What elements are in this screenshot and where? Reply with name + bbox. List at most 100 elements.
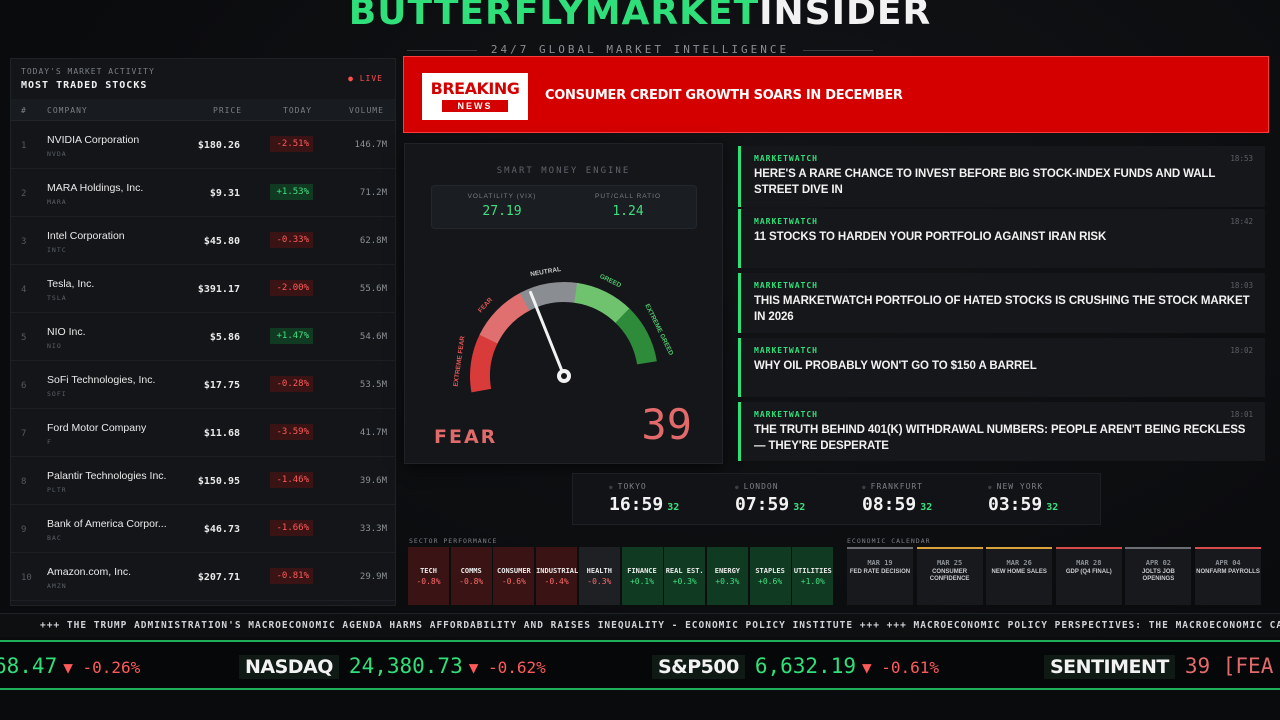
news-time: 18:53 xyxy=(1230,154,1253,163)
news-source: MARKETWATCH xyxy=(754,281,818,290)
table-row[interactable]: 9 Bank of America Corpor... BAC $46.73 -1.66… xyxy=(11,505,395,553)
volume-cell: 53.5M xyxy=(359,380,387,390)
volume-cell: 41.7M xyxy=(359,428,387,438)
price-cell: $46.73 xyxy=(203,524,240,535)
ticker-item-partial: 68.47 ▼ -0.26% xyxy=(0,654,140,678)
calendar-event[interactable]: APR 02 JOLTS JOB OPENINGS xyxy=(1125,547,1192,605)
news-ticker-text: +++ THE TRUMP ADMINISTRATION'S MACROECON… xyxy=(40,620,1280,631)
change-cell: -0.33% xyxy=(270,232,313,248)
table-row[interactable]: 4 Tesla, Inc. TSLA $391.17 -2.00% 55.6M xyxy=(11,265,395,313)
ticker-value: 68.47 xyxy=(0,654,58,678)
logo-breaking: BREAKING xyxy=(430,79,520,98)
table-row[interactable]: 7 Ford Motor Company F $11.68 -3.59% 41.7M xyxy=(11,409,395,457)
sector-tile[interactable]: REAL EST. +0.3% xyxy=(664,547,706,605)
news-item[interactable]: MARKETWATCH 18:53 HERE'S A RARE CHANCE TO … xyxy=(738,146,1265,207)
calendar-event[interactable]: APR 04 NONFARM PAYROLLS xyxy=(1195,547,1261,605)
price-cell: $180.26 xyxy=(197,140,240,151)
news-item[interactable]: MARKETWATCH 18:02 WHY OIL PROBABLY WON'T G… xyxy=(738,338,1265,397)
clock-hhmm: 07:59 xyxy=(735,494,790,515)
sector-change: -0.8% xyxy=(459,577,484,586)
ticker-symbol: AMZN xyxy=(47,582,67,590)
news-headline: HERE'S A RARE CHANCE TO INVEST BEFORE BI… xyxy=(754,168,1216,196)
table-row[interactable]: 10 Amazon.com, Inc. AMZN $207.71 -0.81% 29.9M xyxy=(11,553,395,601)
col-today: TODAY xyxy=(283,106,313,115)
gauge-needle xyxy=(529,290,566,378)
news-item[interactable]: MARKETWATCH 18:01 THE TRUTH BEHIND 401(K) … xyxy=(738,402,1265,461)
rank-cell: 8 xyxy=(21,477,27,487)
change-cell: -0.81% xyxy=(270,568,313,584)
sector-name: FINANCE xyxy=(627,567,657,575)
sector-tile[interactable]: INDUSTRIAL -0.4% xyxy=(536,547,578,605)
clock-hhmm: 16:59 xyxy=(609,494,664,515)
event-date: MAR 26 xyxy=(1006,559,1032,567)
rank-cell: 5 xyxy=(21,333,27,343)
sector-change: +0.1% xyxy=(629,577,655,586)
sector-tile[interactable]: TECH -0.8% xyxy=(408,547,449,605)
price-cell: $45.80 xyxy=(203,236,240,247)
clock-time: 08:59 32 xyxy=(862,494,932,515)
sector-name: TECH xyxy=(420,567,437,575)
event-name: GDP (Q4 FINAL) xyxy=(1065,569,1112,575)
table-row[interactable]: 3 Intel Corporation INTC $45.80 -0.33% 62.8M xyxy=(11,217,395,265)
clock-seconds: 32 xyxy=(667,502,680,513)
rank-cell: 4 xyxy=(21,285,27,295)
table-row[interactable]: 2 MARA Holdings, Inc. MARA $9.31 +1.53% 71.2M xyxy=(11,169,395,217)
panel-header: TODAY'S MARKET ACTIVITY MOST TRADED STOC… xyxy=(11,59,395,99)
table-row[interactable]: 6 SoFi Technologies, Inc. SOFI $17.75 -0.28%… xyxy=(11,361,395,409)
sector-tile[interactable]: ENERGY +0.3% xyxy=(706,547,748,605)
news-headline: THE TRUTH BEHIND 401(K) WITHDRAWAL NUMBE… xyxy=(754,424,1246,452)
sector-tile[interactable]: FINANCE +0.1% xyxy=(621,547,663,605)
event-date: MAR 25 xyxy=(936,559,963,567)
sector-name: REAL EST. xyxy=(665,567,704,575)
clock-time: 03:59 32 xyxy=(988,494,1058,515)
clock-city: TOKYO xyxy=(609,482,679,491)
col-company: COMPANY xyxy=(47,106,88,115)
rank-cell: 2 xyxy=(21,189,27,199)
gauge-zone-label: GREED xyxy=(598,273,622,290)
calendar-event[interactable]: MAR 28 GDP (Q4 FINAL) xyxy=(1055,547,1122,605)
ticker-symbol: TSLA xyxy=(47,294,67,302)
news-item[interactable]: MARKETWATCH 18:42 11 STOCKS TO HARDEN YOUR… xyxy=(738,209,1265,268)
calendar-event[interactable]: MAR 26 NEW HOME SALES xyxy=(986,547,1053,605)
company-name: Tesla, Inc. xyxy=(47,278,95,290)
calendar-event[interactable]: MAR 19 FED RATE DECISION xyxy=(847,547,913,605)
sector-name: HEALTH xyxy=(586,567,612,575)
breaking-news-banner[interactable]: BREAKING NEWS CONSUMER CREDIT GROWTH SOA… xyxy=(403,56,1269,133)
company-name: MARA Holdings, Inc. xyxy=(47,182,144,194)
sector-tile[interactable]: UTILITIES +1.0% xyxy=(792,547,834,605)
ticker-symbol: INTC xyxy=(47,246,67,254)
change-cell: -0.28% xyxy=(270,376,313,392)
news-headline: 11 STOCKS TO HARDEN YOUR PORTFOLIO AGAIN… xyxy=(754,231,1107,243)
sector-tile[interactable]: STAPLES +0.6% xyxy=(749,547,791,605)
live-badge: ● LIVE xyxy=(348,74,383,83)
change-cell: -3.59% xyxy=(270,424,313,440)
volume-cell: 55.6M xyxy=(359,284,387,294)
sector-tile[interactable]: CONSUMER -0.6% xyxy=(493,547,535,605)
table-row[interactable]: 5 NIO Inc. NIO $5.86 +1.47% 54.6M xyxy=(11,313,395,361)
volume-cell: 62.8M xyxy=(359,236,387,246)
table-row[interactable]: 1 NVIDIA Corporation NVDA $180.26 -2.51% 146.… xyxy=(11,121,395,169)
gauge-extreme-greed-arc xyxy=(615,308,657,365)
col-price: PRICE xyxy=(213,106,243,115)
sector-tile[interactable]: HEALTH -0.3% xyxy=(578,547,620,605)
gauge-zone-label: NEUTRAL xyxy=(530,266,562,278)
putcall-label: PUT/CALL RATIO xyxy=(594,193,661,200)
most-traded-panel: TODAY'S MARKET ACTIVITY MOST TRADED STOC… xyxy=(10,58,396,606)
ticker-change: ▼ -0.61% xyxy=(862,658,940,677)
calendar-event[interactable]: MAR 25 CONSUMER CONFIDENCE xyxy=(916,547,983,605)
ticker-label: NASDAQ xyxy=(239,655,339,679)
news-item[interactable]: MARKETWATCH 18:03 THIS MARKETWATCH PORTFOL… xyxy=(738,273,1265,333)
ticker-value: 6,632.19 xyxy=(754,654,856,678)
company-name: NVIDIA Corporation xyxy=(47,134,140,146)
price-cell: $17.75 xyxy=(203,380,240,391)
sector-change: -0.6% xyxy=(501,577,526,586)
volume-cell: 33.3M xyxy=(359,524,387,534)
sector-tile[interactable]: COMMS -0.8% xyxy=(450,547,492,605)
change-cell: -1.46% xyxy=(270,472,313,488)
event-name: FED RATE DECISION xyxy=(849,569,911,575)
table-row[interactable]: 8 Palantir Technologies Inc. PLTR $150.95 -1… xyxy=(11,457,395,505)
price-cell: $5.86 xyxy=(209,332,240,343)
